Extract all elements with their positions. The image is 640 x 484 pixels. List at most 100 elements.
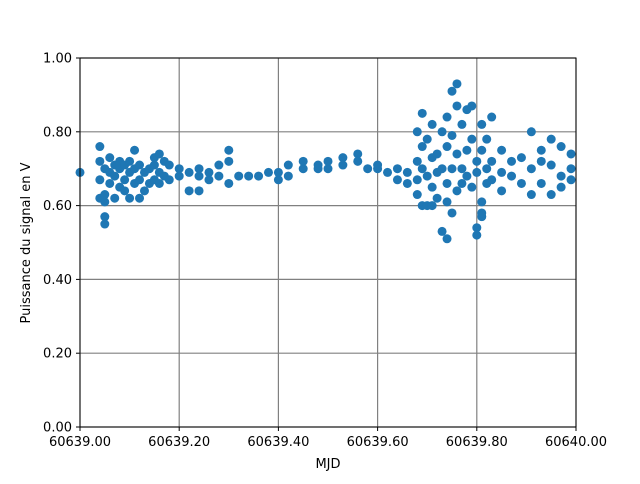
point [353,149,363,159]
point [105,153,115,163]
point [95,156,105,166]
point [452,79,462,89]
y-tick-label: 1.00 [43,52,72,67]
point [373,160,383,170]
point [497,145,507,155]
point [442,178,452,188]
x-axis-label: MJD [315,457,340,472]
point [139,186,149,196]
point [442,112,452,122]
point [298,164,308,174]
point [437,164,447,174]
point [174,164,184,174]
point [135,175,145,185]
x-tick-label: 60639.00 [49,435,111,450]
point [412,127,422,137]
point [283,171,293,181]
point [214,160,224,170]
point [412,175,422,185]
point [507,171,517,181]
point [417,108,427,118]
point [263,167,273,177]
point [546,134,556,144]
point [204,167,214,177]
point [462,171,472,181]
point [323,156,333,166]
point [313,164,323,174]
point [477,145,487,155]
point [204,175,214,185]
point [516,178,526,188]
point [323,164,333,174]
point [135,160,145,170]
point [497,167,507,177]
point [566,164,576,174]
point [472,230,482,240]
point [244,171,254,181]
point [497,186,507,196]
y-axis-label: Puissance du signal en V [19,162,34,323]
y-tick-label: 0.00 [43,421,72,436]
point [487,112,497,122]
point [338,153,348,163]
point [412,156,422,166]
point [95,175,105,185]
point [457,164,467,174]
point [566,175,576,185]
y-tick-label: 0.60 [43,199,72,214]
point [556,171,566,181]
point [149,160,159,170]
y-tick-label: 0.20 [43,347,72,362]
point [526,127,536,137]
point [120,186,130,196]
point [467,182,477,192]
point [194,186,204,196]
point [417,164,427,174]
point [353,156,363,166]
point [566,149,576,159]
point [536,156,546,166]
point [442,197,452,207]
point [105,178,115,188]
point [130,145,140,155]
point [556,142,566,152]
point [462,145,472,155]
point [402,167,412,177]
point [338,160,348,170]
point [417,142,427,152]
point [224,178,234,188]
point [422,171,432,181]
point [457,119,467,129]
point [526,190,536,200]
point [526,164,536,174]
point [392,175,402,185]
point [477,197,487,207]
x-tick-label: 60639.80 [446,435,508,450]
point [487,156,497,166]
point [100,212,110,222]
point [110,193,120,203]
x-tick-label: 60640.00 [545,435,607,450]
point [135,193,145,203]
point [507,156,517,166]
plot-frame [79,57,577,428]
point [432,149,442,159]
point [110,171,120,181]
point [472,167,482,177]
point [174,171,184,181]
point [546,190,556,200]
point [427,119,437,129]
point [224,156,234,166]
point [154,178,164,188]
y-tick-label: 0.40 [43,273,72,288]
point [457,178,467,188]
point [427,182,437,192]
point [273,167,283,177]
point [442,142,452,152]
point [447,164,457,174]
point [472,223,482,233]
y-tick-label: 0.80 [43,125,72,140]
point [452,186,462,196]
point [546,160,556,170]
point [536,145,546,155]
